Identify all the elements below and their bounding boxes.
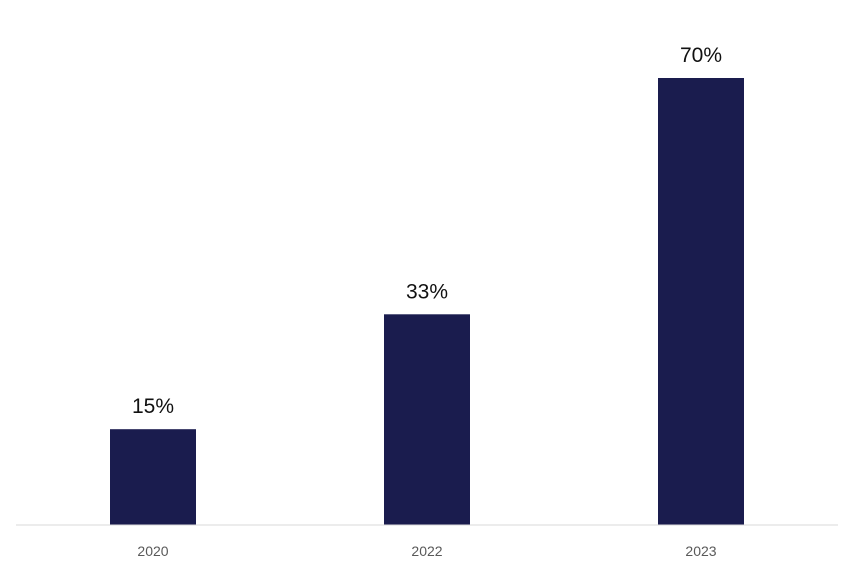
x-tick-label-2020: 2020 [137, 543, 168, 559]
bars-group [110, 78, 744, 525]
data-label-2020: 15% [132, 395, 174, 418]
x-tick-labels-group: 2020 2022 2023 [137, 543, 716, 559]
x-tick-label-2023: 2023 [685, 543, 716, 559]
data-label-2022: 33% [406, 280, 448, 303]
bar-2020 [110, 429, 196, 525]
x-tick-label-2022: 2022 [411, 543, 442, 559]
bar-2023 [658, 78, 744, 525]
data-label-2023: 70% [680, 44, 722, 67]
bar-2022 [384, 314, 470, 525]
value-labels-group: 15% 33% 70% [132, 44, 722, 418]
